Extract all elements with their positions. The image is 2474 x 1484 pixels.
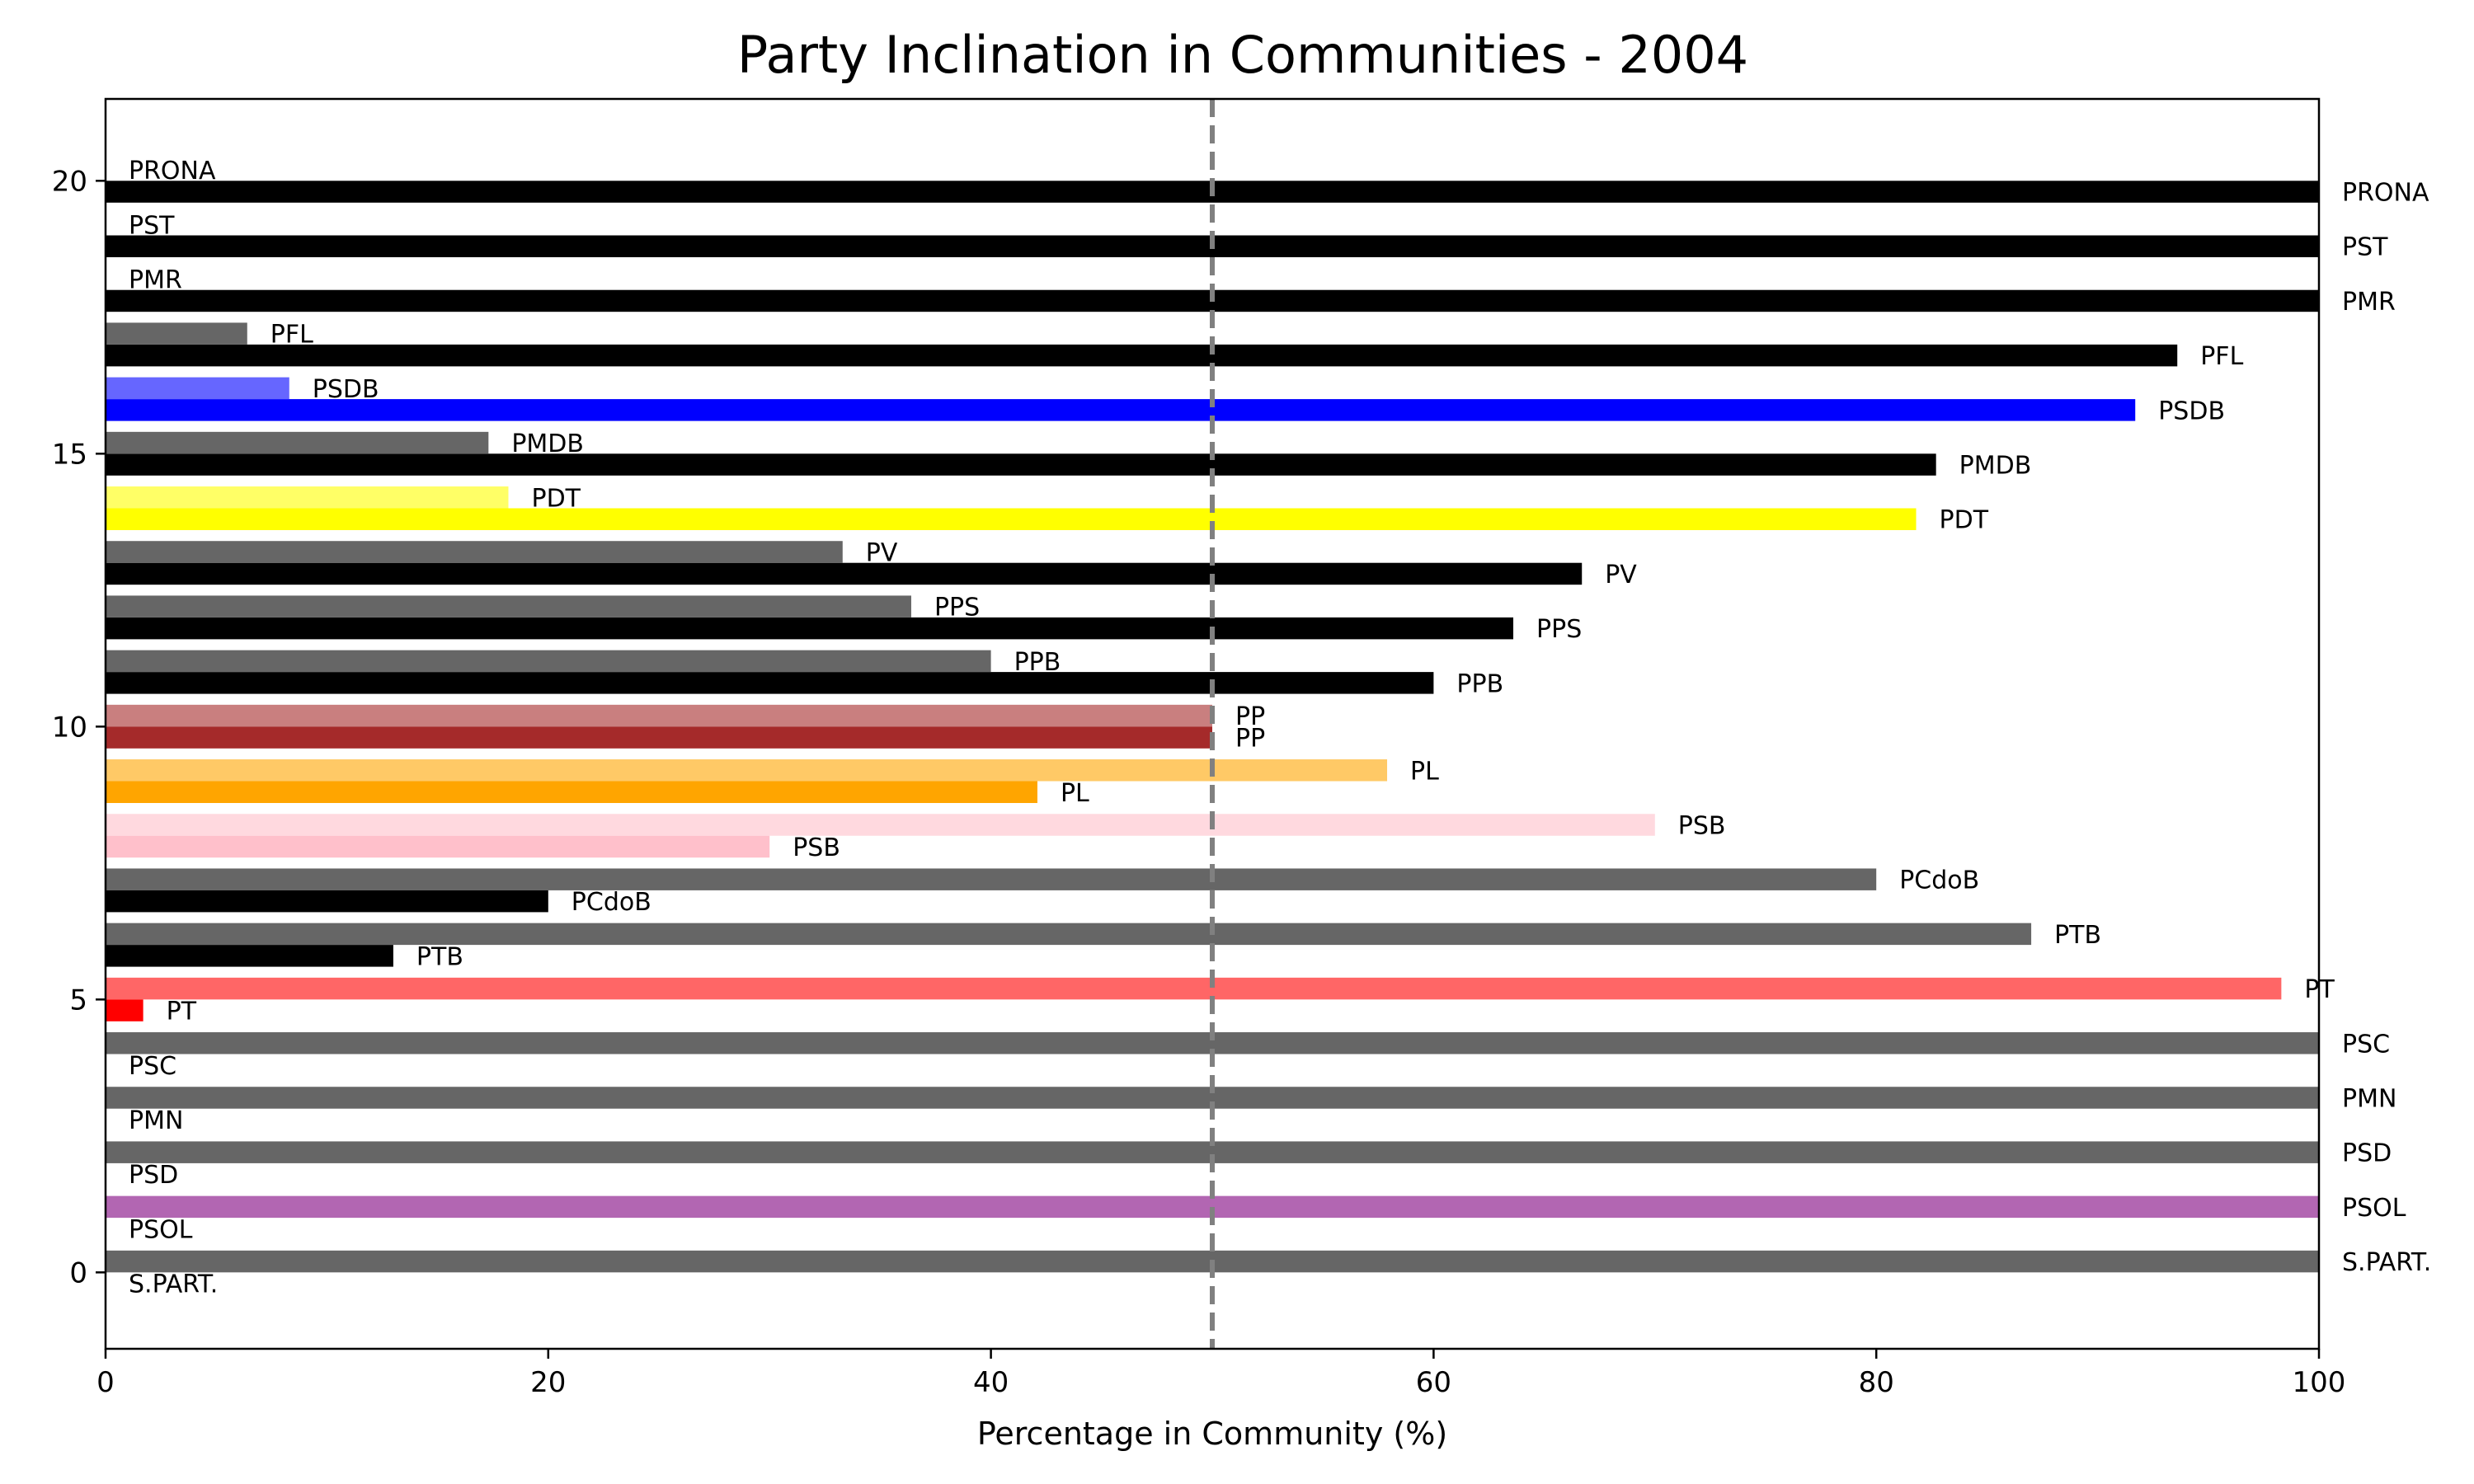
- plot-area-frame: [104, 97, 2321, 1350]
- bar: [106, 759, 1388, 782]
- bar-label: PPB: [1014, 648, 1061, 677]
- bar-label: PST: [2342, 233, 2388, 262]
- bar: [106, 977, 2282, 1000]
- bar: [106, 835, 770, 858]
- x-tick-label: 60: [1416, 1366, 1451, 1399]
- bar: [106, 617, 1514, 640]
- bar-label: PSDB: [313, 375, 379, 404]
- bar-label: PSB: [1678, 811, 1726, 840]
- bar: [106, 868, 1877, 890]
- bar: [106, 377, 289, 400]
- bar-label: PMDB: [511, 430, 584, 458]
- bar: [106, 672, 1434, 694]
- bar: [106, 322, 247, 345]
- bar: [106, 562, 1583, 585]
- bar-label: PPS: [1536, 615, 1582, 644]
- bar: [106, 399, 2136, 421]
- bar-label: PMN: [129, 1106, 183, 1135]
- bar-label: PL: [1410, 757, 1439, 786]
- bar: [106, 890, 548, 913]
- bar: [106, 945, 393, 967]
- bar: [106, 650, 991, 673]
- bar-labels-layer: S.PART. S.PART. PSOL PSOL PSD PSD PMN PMN PSC PSC…: [129, 157, 2431, 1298]
- bar: [106, 726, 1212, 749]
- bar-label: PP: [1235, 702, 1265, 731]
- x-tick-label: 20: [530, 1366, 566, 1399]
- bar: [106, 431, 489, 454]
- bar: [106, 704, 1212, 727]
- y-tick-label: 10: [52, 711, 87, 744]
- bar-label: PSDB: [2158, 397, 2225, 425]
- bar: [106, 923, 2032, 946]
- bar-label: PPS: [934, 594, 980, 622]
- x-axis-ticks: 0 20 40 60 80 100: [96, 1349, 2345, 1399]
- bar-label: PT: [167, 998, 197, 1026]
- y-tick-label: 5: [69, 984, 87, 1017]
- x-axis-label: Percentage in Community (%): [977, 1416, 1447, 1452]
- bar-label: PSOL: [129, 1215, 193, 1244]
- bar-label: PFL: [2200, 342, 2243, 371]
- bar: [106, 814, 1655, 836]
- bar-label: PMR: [129, 265, 182, 294]
- bar-label: PTB: [416, 942, 463, 971]
- bar: [106, 453, 1936, 476]
- x-tick-label: 100: [2293, 1366, 2346, 1399]
- x-tick-label: 0: [96, 1366, 115, 1399]
- bar: [106, 508, 1917, 530]
- bar: [106, 999, 143, 1021]
- bar-label: PTB: [2054, 921, 2101, 950]
- bar-label: PSOL: [2342, 1194, 2406, 1223]
- bar-label: PV: [1605, 561, 1637, 589]
- bar-label: PDT: [531, 484, 581, 513]
- y-axis-ticks: 0 5 10 15 20: [52, 165, 106, 1289]
- bar-label: PMR: [2342, 288, 2396, 317]
- bar-label: PCdoB: [1899, 866, 1979, 895]
- bar-label: PMDB: [1959, 452, 2032, 481]
- bar-label: PSC: [129, 1052, 176, 1081]
- bar-label: PV: [866, 538, 898, 567]
- bar: [106, 486, 509, 509]
- bar-label: PSC: [2342, 1030, 2390, 1059]
- bar: [106, 344, 2178, 367]
- bar-label: PRONA: [2342, 179, 2429, 208]
- y-tick-label: 0: [69, 1256, 87, 1289]
- bar-label: PFL: [270, 321, 313, 350]
- bar-label: PL: [1061, 779, 1089, 808]
- bar-label: PCdoB: [571, 888, 651, 917]
- bar: [106, 541, 843, 563]
- bar-label: PDT: [1940, 506, 1989, 535]
- bar-label: PSD: [2342, 1139, 2392, 1168]
- bar-label: PST: [129, 211, 175, 240]
- bar-label: PP: [1235, 725, 1265, 754]
- bar: [106, 595, 911, 618]
- chart-title: Party Inclination in Communities - 2004: [737, 25, 1748, 85]
- bar-label: S.PART.: [129, 1270, 218, 1299]
- bar-label: PRONA: [129, 157, 216, 186]
- bar-label: PPB: [1456, 669, 1503, 698]
- x-tick-label: 40: [973, 1366, 1009, 1399]
- y-tick-label: 15: [52, 438, 87, 471]
- bar-label: S.PART.: [2342, 1248, 2431, 1277]
- bar-label: PSD: [129, 1161, 178, 1190]
- bar-label: PSB: [793, 834, 840, 862]
- y-tick-label: 20: [52, 165, 87, 198]
- x-tick-label: 80: [1859, 1366, 1894, 1399]
- bar: [106, 781, 1037, 803]
- bar-label: PMN: [2342, 1084, 2396, 1113]
